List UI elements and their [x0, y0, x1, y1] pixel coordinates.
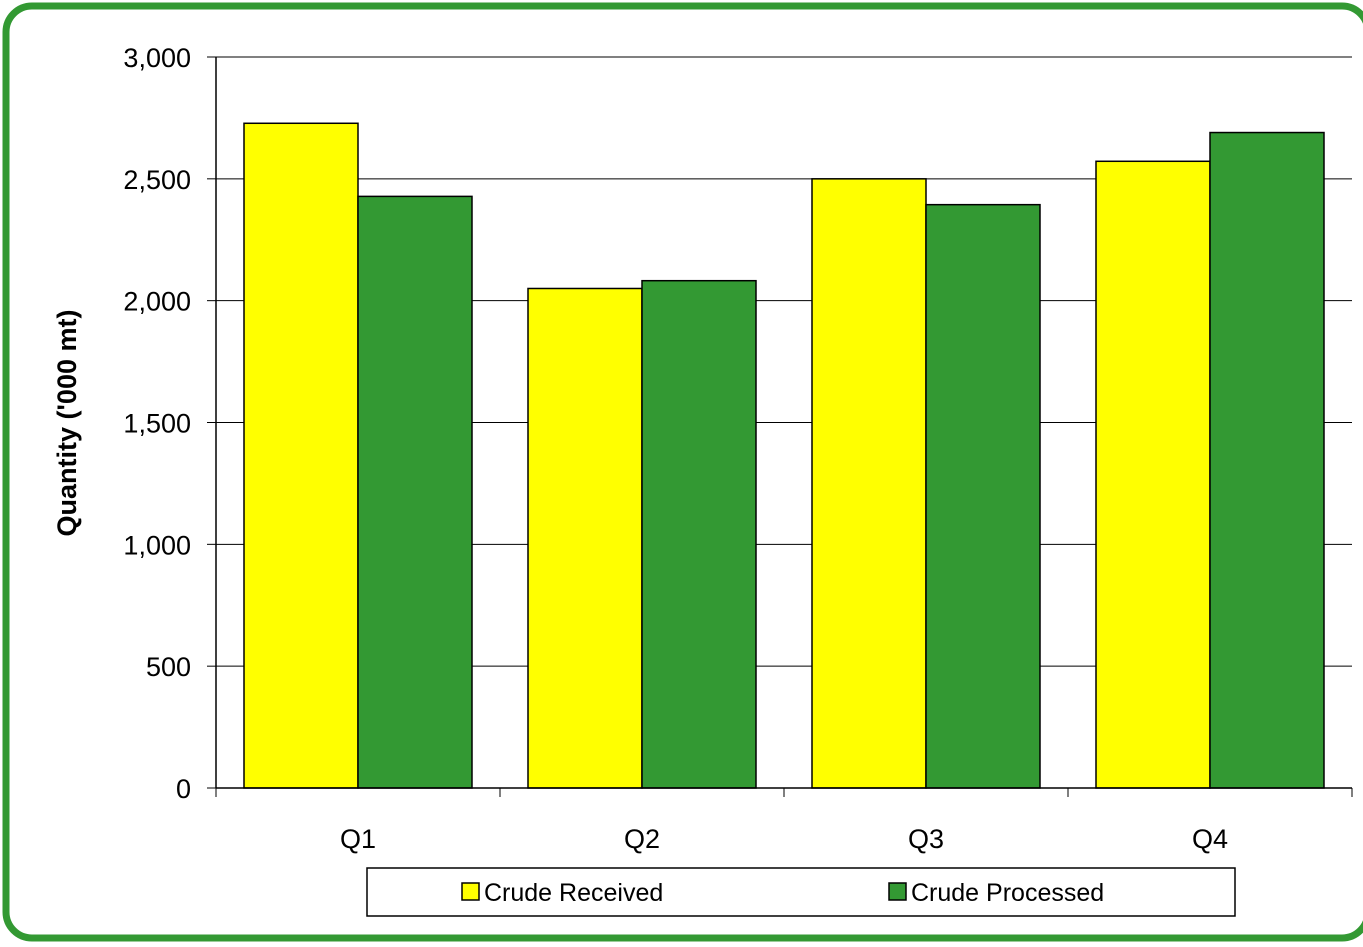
y-tick-label: 2,500 — [123, 165, 191, 195]
bar-crude-processed-q4 — [1209, 131, 1325, 789]
y-tick-label: 2,000 — [123, 287, 191, 317]
bar-crude-processed-q3 — [925, 203, 1041, 789]
bar-crude-received-q2 — [527, 287, 643, 789]
legend: Crude Received Crude Processed — [366, 867, 1236, 917]
y-tick-label: 0 — [176, 774, 191, 804]
legend-label-crude-received: Crude Received — [484, 879, 663, 907]
y-tick-label: 1,500 — [123, 409, 191, 439]
legend-swatch-crude-received — [461, 882, 480, 901]
x-tick-label: Q1 — [340, 824, 376, 854]
y-axis-ticks: 0 500 1,000 1,500 2,000 2,500 3,000 — [123, 43, 216, 804]
y-tick-label: 500 — [146, 652, 191, 682]
legend-box — [366, 867, 1236, 917]
bar-crude-received-q4 — [1095, 160, 1211, 789]
x-tick-label: Q3 — [908, 824, 944, 854]
y-tick-label: 3,000 — [123, 43, 191, 73]
bar-crude-received-q1 — [243, 122, 359, 789]
y-tick-label: 1,000 — [123, 530, 191, 560]
legend-swatch-crude-processed — [888, 882, 907, 901]
x-tick-label: Q2 — [624, 824, 660, 854]
x-axis-ticks: Q1 Q2 Q3 Q4 — [215, 788, 1353, 854]
y-axis-title: Quantity ('000 mt) — [52, 310, 82, 537]
legend-label-crude-processed: Crude Processed — [911, 879, 1104, 907]
x-tick-label: Q4 — [1192, 824, 1228, 854]
bar-crude-processed-q2 — [641, 279, 757, 789]
bar-crude-processed-q1 — [357, 195, 473, 789]
bar-crude-received-q3 — [811, 178, 927, 789]
bars — [243, 122, 1325, 789]
